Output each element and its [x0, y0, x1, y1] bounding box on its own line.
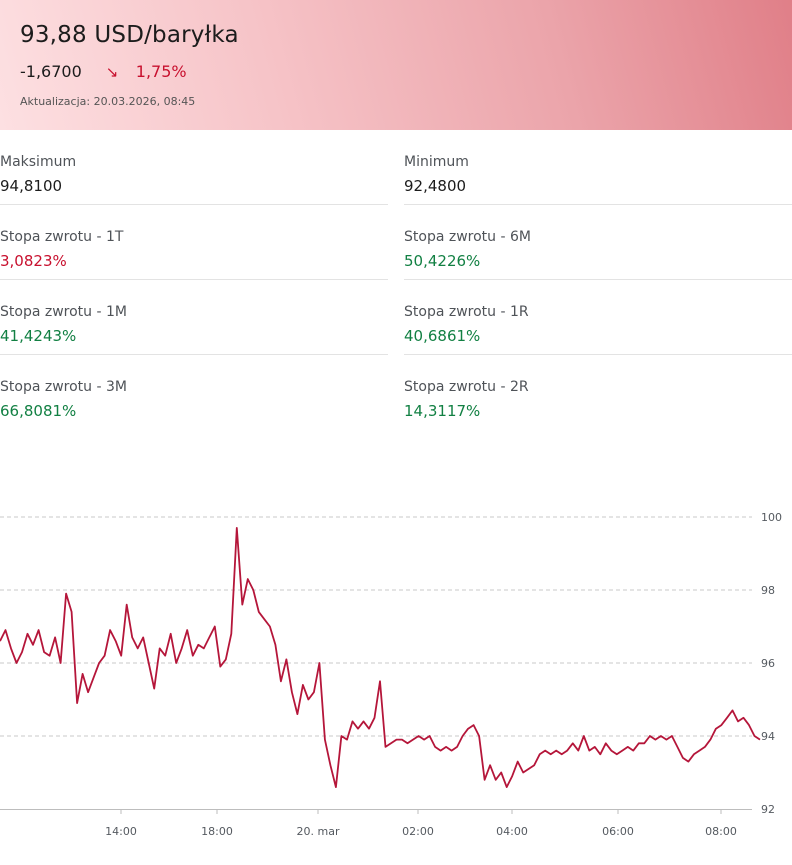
stat-label: Maksimum [0, 154, 77, 170]
y-tick-label: 94 [761, 730, 775, 743]
stat-label: Minimum [404, 154, 469, 170]
x-tick-label: 18:00 [201, 825, 233, 838]
stat-return-3m: Stopa zwrotu - 3M 66,8081% [0, 355, 388, 430]
stat-minimum: Minimum 92,4800 [404, 130, 792, 205]
price-series-line [0, 527, 761, 789]
stat-value: 14,3117% [404, 402, 481, 420]
x-tick-label: 14:00 [105, 825, 137, 838]
x-tick-label: 06:00 [602, 825, 634, 838]
stat-return-1w: Stopa zwrotu - 1T 3,0823% [0, 205, 388, 280]
stat-maximum: Maksimum 94,8100 [0, 130, 388, 205]
stat-label: Stopa zwrotu - 1R [404, 304, 529, 320]
stat-return-1y: Stopa zwrotu - 1R 40,6861% [404, 280, 792, 355]
stat-label: Stopa zwrotu - 3M [0, 379, 127, 395]
stat-value: 50,4226% [404, 252, 481, 270]
x-tick-label: 02:00 [402, 825, 434, 838]
arrow-down-right-icon: ↘ [105, 62, 119, 81]
price-title: 93,88 USD/baryłka [20, 22, 239, 48]
x-tick-label: 04:00 [496, 825, 528, 838]
stat-value: 41,4243% [0, 327, 77, 345]
stat-value: 40,6861% [404, 327, 481, 345]
y-tick-label: 96 [761, 657, 775, 670]
y-tick-label: 92 [761, 803, 775, 816]
price-chart-svg[interactable]: 92 94 96 98 100 14:00 18:00 20. mar 02:00 04:00 06… [0, 490, 792, 865]
price-chart[interactable]: 92 94 96 98 100 14:00 18:00 20. mar 02:00 04:00 06… [0, 490, 792, 865]
stat-value: 66,8081% [0, 402, 77, 420]
stat-return-2y: Stopa zwrotu - 2R 14,3117% [404, 355, 792, 430]
y-tick-label: 98 [761, 584, 775, 597]
y-tick-label: 100 [761, 511, 782, 524]
stat-value: 94,8100 [0, 177, 63, 195]
x-tick-label: 08:00 [705, 825, 737, 838]
stat-return-6m: Stopa zwrotu - 6M 50,4226% [404, 205, 792, 280]
quote-header: 93,88 USD/baryłka -1,6700 ↘ 1,75% Aktual… [0, 0, 792, 130]
x-tick-label: 20. mar [297, 825, 340, 838]
stat-label: Stopa zwrotu - 1T [0, 229, 124, 245]
update-timestamp: Aktualizacja: 20.03.2026, 08:45 [20, 95, 196, 108]
stat-label: Stopa zwrotu - 2R [404, 379, 529, 395]
stat-value: 92,4800 [404, 177, 467, 195]
stat-label: Stopa zwrotu - 1M [0, 304, 127, 320]
change-absolute: -1,6700 [20, 62, 82, 81]
stat-label: Stopa zwrotu - 6M [404, 229, 531, 245]
change-percent: 1,75% [135, 62, 187, 81]
stat-value: 3,0823% [0, 252, 67, 270]
stat-return-1m: Stopa zwrotu - 1M 41,4243% [0, 280, 388, 355]
change-row: -1,6700 ↘ 1,75% [20, 62, 187, 81]
